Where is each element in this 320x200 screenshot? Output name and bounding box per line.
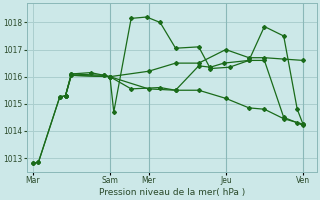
X-axis label: Pression niveau de la mer( hPa ): Pression niveau de la mer( hPa ) xyxy=(99,188,245,197)
